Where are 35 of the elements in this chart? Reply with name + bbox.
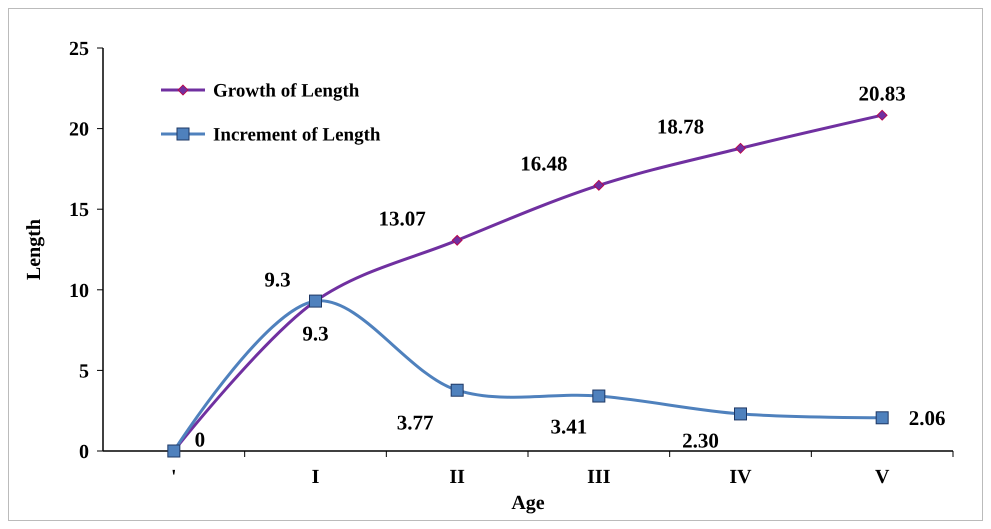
data-label: 18.78 <box>656 114 704 139</box>
y-tick-label: 15 <box>69 199 89 222</box>
point <box>592 390 606 403</box>
y-axis-title: Length <box>23 218 45 280</box>
legend-label: Increment of Length <box>213 124 381 146</box>
data-label: 13.07 <box>378 206 426 231</box>
point <box>734 407 747 420</box>
y-tick-label: 20 <box>69 118 89 141</box>
data-label: 2.06 <box>908 406 946 430</box>
x-tick-label: III <box>587 466 611 488</box>
data-label: 2.30 <box>682 428 719 452</box>
data-label: 9.3 <box>264 267 291 292</box>
y-tick-label: 10 <box>69 280 89 302</box>
point <box>450 384 464 397</box>
data-label: 16.48 <box>520 152 568 176</box>
data-label: 3.41 <box>550 414 588 438</box>
y-tick-label: 5 <box>79 360 89 382</box>
point <box>593 180 604 191</box>
x-tick-label: II <box>449 466 466 488</box>
data-label: 20.83 <box>858 82 906 106</box>
x-tick-label: ' <box>171 466 177 488</box>
data-label: 9.3 <box>302 321 329 346</box>
x-axis-title: Age <box>511 492 545 514</box>
point <box>876 110 888 121</box>
y-tick-label: 0 <box>79 441 89 463</box>
x-tick-label: V <box>874 466 890 488</box>
point <box>452 234 463 246</box>
x-tick-label: IV <box>729 466 752 488</box>
data-label: 0 <box>194 427 206 452</box>
point <box>876 411 889 424</box>
data-label: 3.77 <box>396 410 434 435</box>
point <box>735 142 746 154</box>
x-tick-label: I <box>312 466 320 488</box>
y-tick-label: 25 <box>69 38 89 60</box>
legend-label: Growth of Length <box>213 80 360 102</box>
